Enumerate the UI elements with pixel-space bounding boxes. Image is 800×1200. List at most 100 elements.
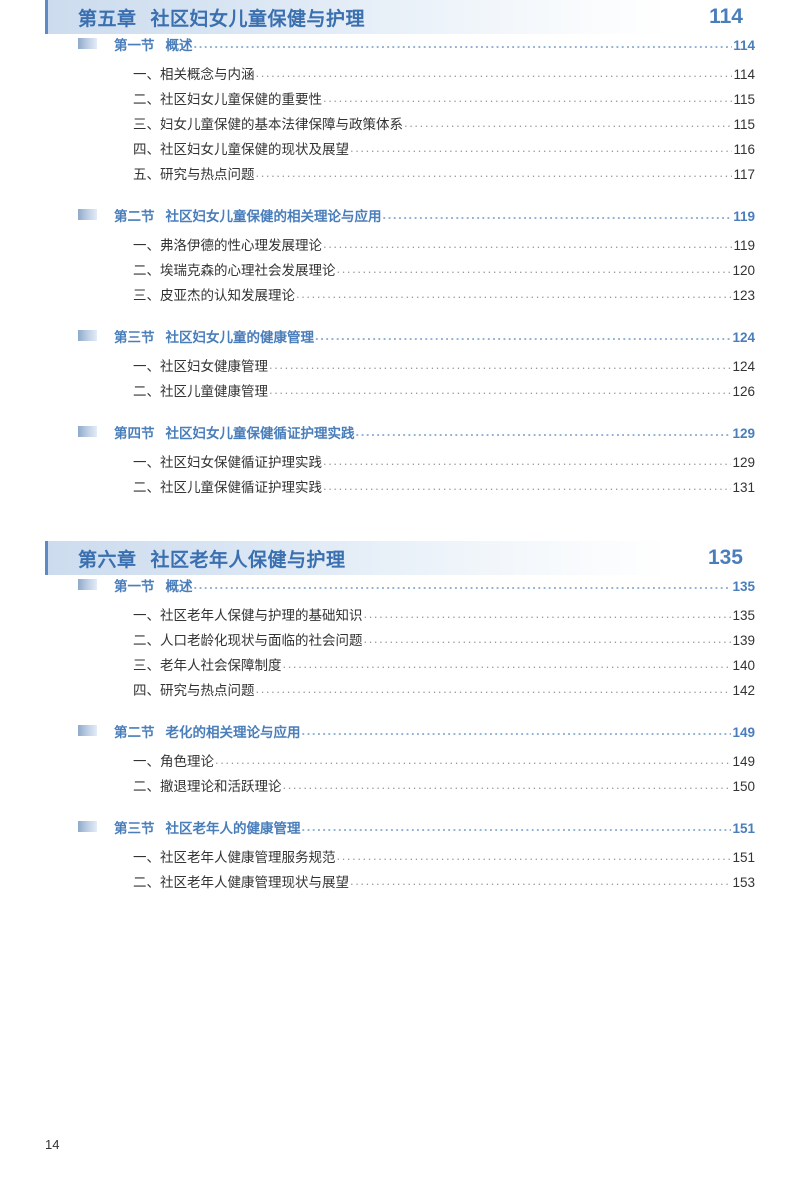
- toc-item-row[interactable]: 四、社区妇女儿童保健的现状及展望 116: [133, 138, 755, 163]
- toc-item-row[interactable]: 一、角色理论 149: [133, 750, 755, 775]
- dot-leader: [337, 849, 732, 863]
- dot-leader: [364, 632, 732, 646]
- item-title: 二、社区妇女儿童保健的重要性: [133, 92, 322, 107]
- toc-item-row[interactable]: 一、社区老年人保健与护理的基础知识 135: [133, 604, 755, 629]
- section-number: 第三节: [114, 821, 155, 836]
- section-marker-icon: [78, 579, 97, 590]
- section-marker-icon: [78, 209, 97, 220]
- item-page-number: 115: [733, 92, 755, 107]
- section-title: 社区妇女儿童的健康管理: [165, 330, 315, 345]
- section-page-number: 151: [732, 821, 755, 836]
- toc-item-row[interactable]: 二、人口老龄化现状与面临的社会问题 139: [133, 629, 755, 654]
- item-page-number: 129: [732, 455, 755, 470]
- toc-item-row[interactable]: 二、社区儿童健康管理 126: [133, 380, 755, 405]
- toc-item-row[interactable]: 三、老年人社会保障制度 140: [133, 654, 755, 679]
- toc-item-row[interactable]: 二、社区儿童保健循证护理实践 131: [133, 476, 755, 501]
- dot-leader: [256, 166, 733, 180]
- toc-item-row[interactable]: 二、撤退理论和活跃理论 150: [133, 775, 755, 800]
- toc-item-row[interactable]: 三、皮亚杰的认知发展理论 123: [133, 284, 755, 309]
- dot-leader: [269, 383, 731, 397]
- item-title: 四、社区妇女儿童保健的现状及展望: [133, 142, 349, 157]
- chapter-title: 第六章 社区老年人保健与护理: [45, 545, 346, 572]
- item-page-number: 149: [732, 754, 755, 769]
- section-items: 一、角色理论 149 二、撤退理论和活跃理论 150: [0, 750, 800, 800]
- item-page-number: 151: [732, 850, 755, 865]
- toc-item-row[interactable]: 一、社区老年人健康管理服务规范 151: [133, 846, 755, 871]
- item-title: 三、老年人社会保障制度: [133, 658, 282, 673]
- item-title: 一、社区老年人健康管理服务规范: [133, 850, 336, 865]
- item-page-number: 135: [732, 608, 755, 623]
- section-marker-icon: [78, 426, 97, 437]
- dot-leader: [315, 329, 731, 343]
- chapter-number: 第五章: [78, 8, 137, 30]
- toc-item-row[interactable]: 一、相关概念与内涵 114: [133, 63, 755, 88]
- dot-leader: [256, 682, 732, 696]
- dot-leader: [283, 778, 732, 792]
- chapter-title: 第五章 社区妇女儿童保健与护理: [45, 4, 365, 31]
- section-items: 一、社区老年人健康管理服务规范 151 二、社区老年人健康管理现状与展望 153: [0, 846, 800, 896]
- dot-leader: [323, 479, 731, 493]
- item-page-number: 123: [732, 288, 755, 303]
- section-items: 一、弗洛伊德的性心理发展理论 119 二、埃瑞克森的心理社会发展理论 120 三…: [0, 234, 800, 309]
- section-page-number: 124: [732, 330, 755, 345]
- dot-leader: [302, 820, 732, 834]
- chapter-header[interactable]: 第六章 社区老年人保健与护理 135: [45, 541, 755, 575]
- chapter-title-text: 社区妇女儿童保健与护理: [150, 8, 366, 30]
- section-page-number: 135: [732, 579, 755, 594]
- section-marker-icon: [78, 821, 97, 832]
- item-title: 一、弗洛伊德的性心理发展理论: [133, 238, 322, 253]
- item-page-number: 119: [733, 238, 755, 253]
- item-title: 三、皮亚杰的认知发展理论: [133, 288, 295, 303]
- toc-item-row[interactable]: 五、研究与热点问题 117: [133, 163, 755, 188]
- dot-leader: [323, 91, 732, 105]
- dot-leader: [283, 657, 732, 671]
- section-number: 第一节: [114, 38, 155, 53]
- chapter-title-text: 社区老年人保健与护理: [150, 549, 346, 571]
- section-items: 一、社区妇女保健循证护理实践 129 二、社区儿童保健循证护理实践 131: [0, 451, 800, 501]
- item-page-number: 116: [733, 142, 755, 157]
- chapter-header[interactable]: 第五章 社区妇女儿童保健与护理 114: [45, 0, 755, 34]
- dot-leader: [323, 454, 731, 468]
- toc-item-row[interactable]: 二、埃瑞克森的心理社会发展理论 120: [133, 259, 755, 284]
- section-number: 第一节: [114, 579, 155, 594]
- item-page-number: 140: [732, 658, 755, 673]
- section-marker-icon: [78, 330, 97, 341]
- item-title: 二、人口老龄化现状与面临的社会问题: [133, 633, 363, 648]
- toc-item-row[interactable]: 二、社区妇女儿童保健的重要性 115: [133, 88, 755, 113]
- section-marker-icon: [78, 38, 97, 49]
- section-page-number: 129: [732, 426, 755, 441]
- item-page-number: 126: [732, 384, 755, 399]
- toc-item-row[interactable]: 一、社区妇女保健循证护理实践 129: [133, 451, 755, 476]
- dot-leader: [269, 358, 731, 372]
- section-number: 第四节: [114, 426, 155, 441]
- toc-item-row[interactable]: 二、社区老年人健康管理现状与展望 153: [133, 871, 755, 896]
- toc-item-row[interactable]: 三、妇女儿童保健的基本法律保障与政策体系 115: [133, 113, 755, 138]
- item-title: 二、社区老年人健康管理现状与展望: [133, 875, 349, 890]
- toc-item-row[interactable]: 一、社区妇女健康管理 124: [133, 355, 755, 380]
- section-items: 一、相关概念与内涵 114 二、社区妇女儿童保健的重要性 115 三、妇女儿童保…: [0, 63, 800, 188]
- item-title: 四、研究与热点问题: [133, 683, 255, 698]
- chapter-number: 第六章: [78, 549, 137, 571]
- section-number: 第二节: [114, 725, 155, 740]
- toc-item-row[interactable]: 一、弗洛伊德的性心理发展理论 119: [133, 234, 755, 259]
- item-title: 二、撤退理论和活跃理论: [133, 779, 282, 794]
- item-page-number: 124: [732, 359, 755, 374]
- dot-leader: [383, 208, 733, 222]
- section-page-number: 149: [732, 725, 755, 740]
- section-title: 老化的相关理论与应用: [165, 725, 301, 740]
- item-title: 一、角色理论: [133, 754, 214, 769]
- toc-item-row[interactable]: 四、研究与热点问题 142: [133, 679, 755, 704]
